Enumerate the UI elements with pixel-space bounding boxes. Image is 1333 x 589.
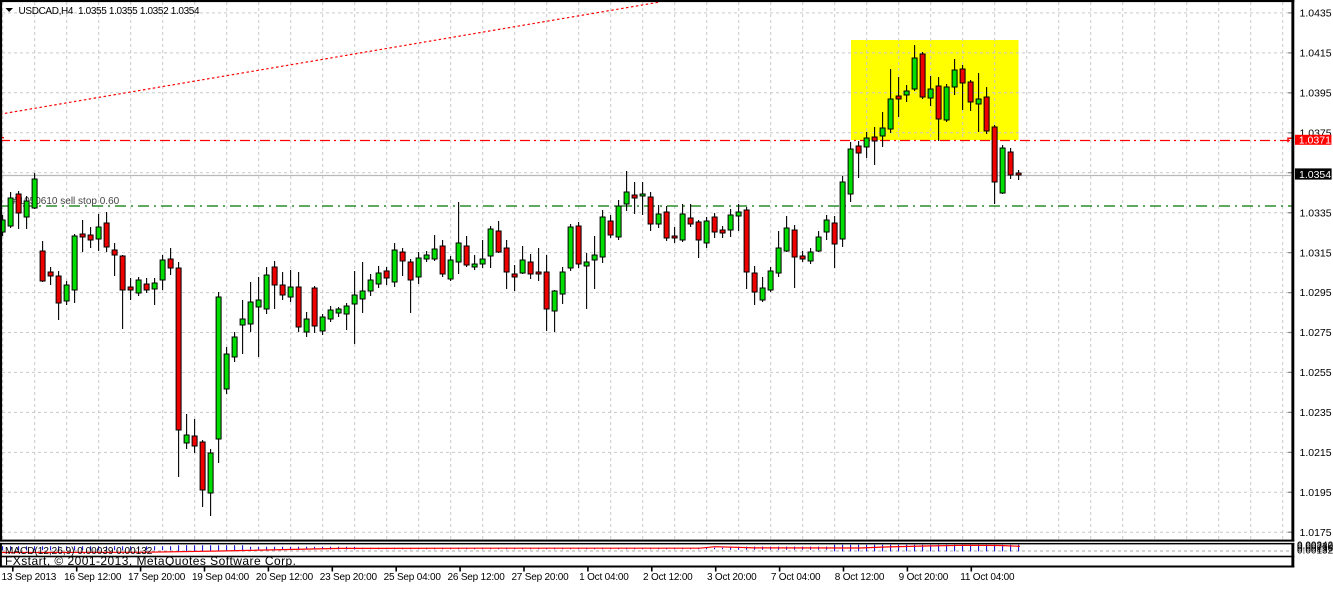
svg-text:1.0295: 1.0295 xyxy=(1300,287,1332,299)
svg-text:0.00230: 0.00230 xyxy=(1297,542,1333,553)
svg-text:1.0195: 1.0195 xyxy=(1300,487,1332,499)
svg-text:19 Sep 04:00: 19 Sep 04:00 xyxy=(192,572,250,583)
svg-text:1.0275: 1.0275 xyxy=(1300,327,1332,339)
svg-text:1.0415: 1.0415 xyxy=(1300,48,1332,60)
svg-text:1.0235: 1.0235 xyxy=(1300,407,1332,419)
svg-text:3 Oct 20:00: 3 Oct 20:00 xyxy=(707,572,757,583)
svg-text:1.0435: 1.0435 xyxy=(1300,8,1332,20)
svg-text:1.0354: 1.0354 xyxy=(1299,169,1331,181)
svg-text:16 Sep 12:00: 16 Sep 12:00 xyxy=(64,572,122,583)
svg-text:17 Sep 20:00: 17 Sep 20:00 xyxy=(128,572,186,583)
svg-text:USDCAD,H4 1.0355 1.0355 1.035: USDCAD,H4 1.0355 1.0355 1.0352 1.0354 xyxy=(19,6,201,17)
svg-text:FXstart, © 2001-2013, MetaQuot: FXstart, © 2001-2013, MetaQuotes Softwar… xyxy=(5,554,296,568)
svg-text:26 Sep 12:00: 26 Sep 12:00 xyxy=(448,572,506,583)
svg-text:0.00342: 0.00342 xyxy=(1297,541,1333,552)
svg-text:0.00236: 0.00236 xyxy=(1297,544,1333,555)
svg-text:1.0215: 1.0215 xyxy=(1300,447,1332,459)
svg-text:1.0255: 1.0255 xyxy=(1300,367,1332,379)
svg-text:13 Sep 2013: 13 Sep 2013 xyxy=(2,572,57,583)
svg-text:9 Oct 20:00: 9 Oct 20:00 xyxy=(899,572,949,583)
svg-text:20 Sep 12:00: 20 Sep 12:00 xyxy=(256,572,314,583)
svg-text:MACD(12,26,9) 0.00039 0.00132: MACD(12,26,9) 0.00039 0.00132 xyxy=(5,546,153,557)
svg-text:11 Oct 04:00: 11 Oct 04:00 xyxy=(960,572,1015,583)
svg-text:25 Sep 04:00: 25 Sep 04:00 xyxy=(384,572,442,583)
svg-text:1.0395: 1.0395 xyxy=(1300,88,1332,100)
svg-text:1 Oct 04:00: 1 Oct 04:00 xyxy=(579,572,629,583)
svg-text:7 Oct 04:00: 7 Oct 04:00 xyxy=(771,572,821,583)
svg-text:1.0371: 1.0371 xyxy=(1299,134,1331,146)
svg-text:1.0315: 1.0315 xyxy=(1300,247,1332,259)
svg-text:1.0335: 1.0335 xyxy=(1300,207,1332,219)
svg-text:27 Sep 20:00: 27 Sep 20:00 xyxy=(511,572,569,583)
svg-text:#1050610 sell stop 0.60: #1050610 sell stop 0.60 xyxy=(13,196,120,207)
svg-text:8 Oct 12:00: 8 Oct 12:00 xyxy=(835,572,885,583)
svg-text:2 Oct 12:00: 2 Oct 12:00 xyxy=(643,572,693,583)
svg-text:1.0175: 1.0175 xyxy=(1300,527,1332,539)
svg-text:0.00132: 0.00132 xyxy=(1297,546,1333,557)
svg-text:23 Sep 20:00: 23 Sep 20:00 xyxy=(320,572,378,583)
